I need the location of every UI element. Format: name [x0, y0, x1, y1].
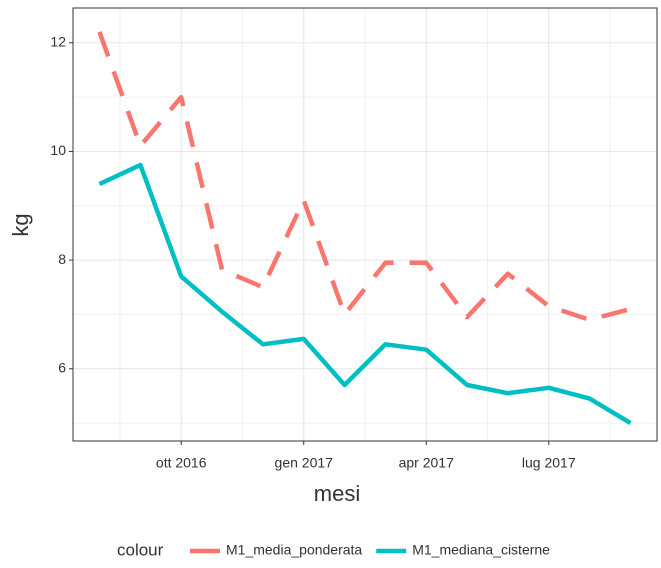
x-tick-label: lug 2017 — [522, 455, 576, 471]
series-line — [97, 31, 632, 323]
legend-label: M1_media_ponderata — [226, 542, 362, 558]
y-tick-label: 8 — [58, 251, 66, 267]
x-tick-label: gen 2017 — [275, 455, 334, 471]
y-tick-label: 12 — [50, 33, 66, 49]
legend-title: colour — [117, 540, 164, 559]
x-tick-label: apr 2017 — [399, 455, 454, 471]
y-tick-label: 10 — [50, 142, 66, 158]
plot-border — [72, 7, 658, 442]
y-axis-title: kg — [8, 213, 33, 236]
series-line — [98, 162, 632, 426]
legend-label: M1_mediana_cisterne — [412, 542, 550, 558]
y-tick-label: 6 — [58, 359, 66, 375]
x-axis-title: mesi — [314, 481, 360, 506]
x-tick-label: ott 2016 — [156, 455, 207, 471]
